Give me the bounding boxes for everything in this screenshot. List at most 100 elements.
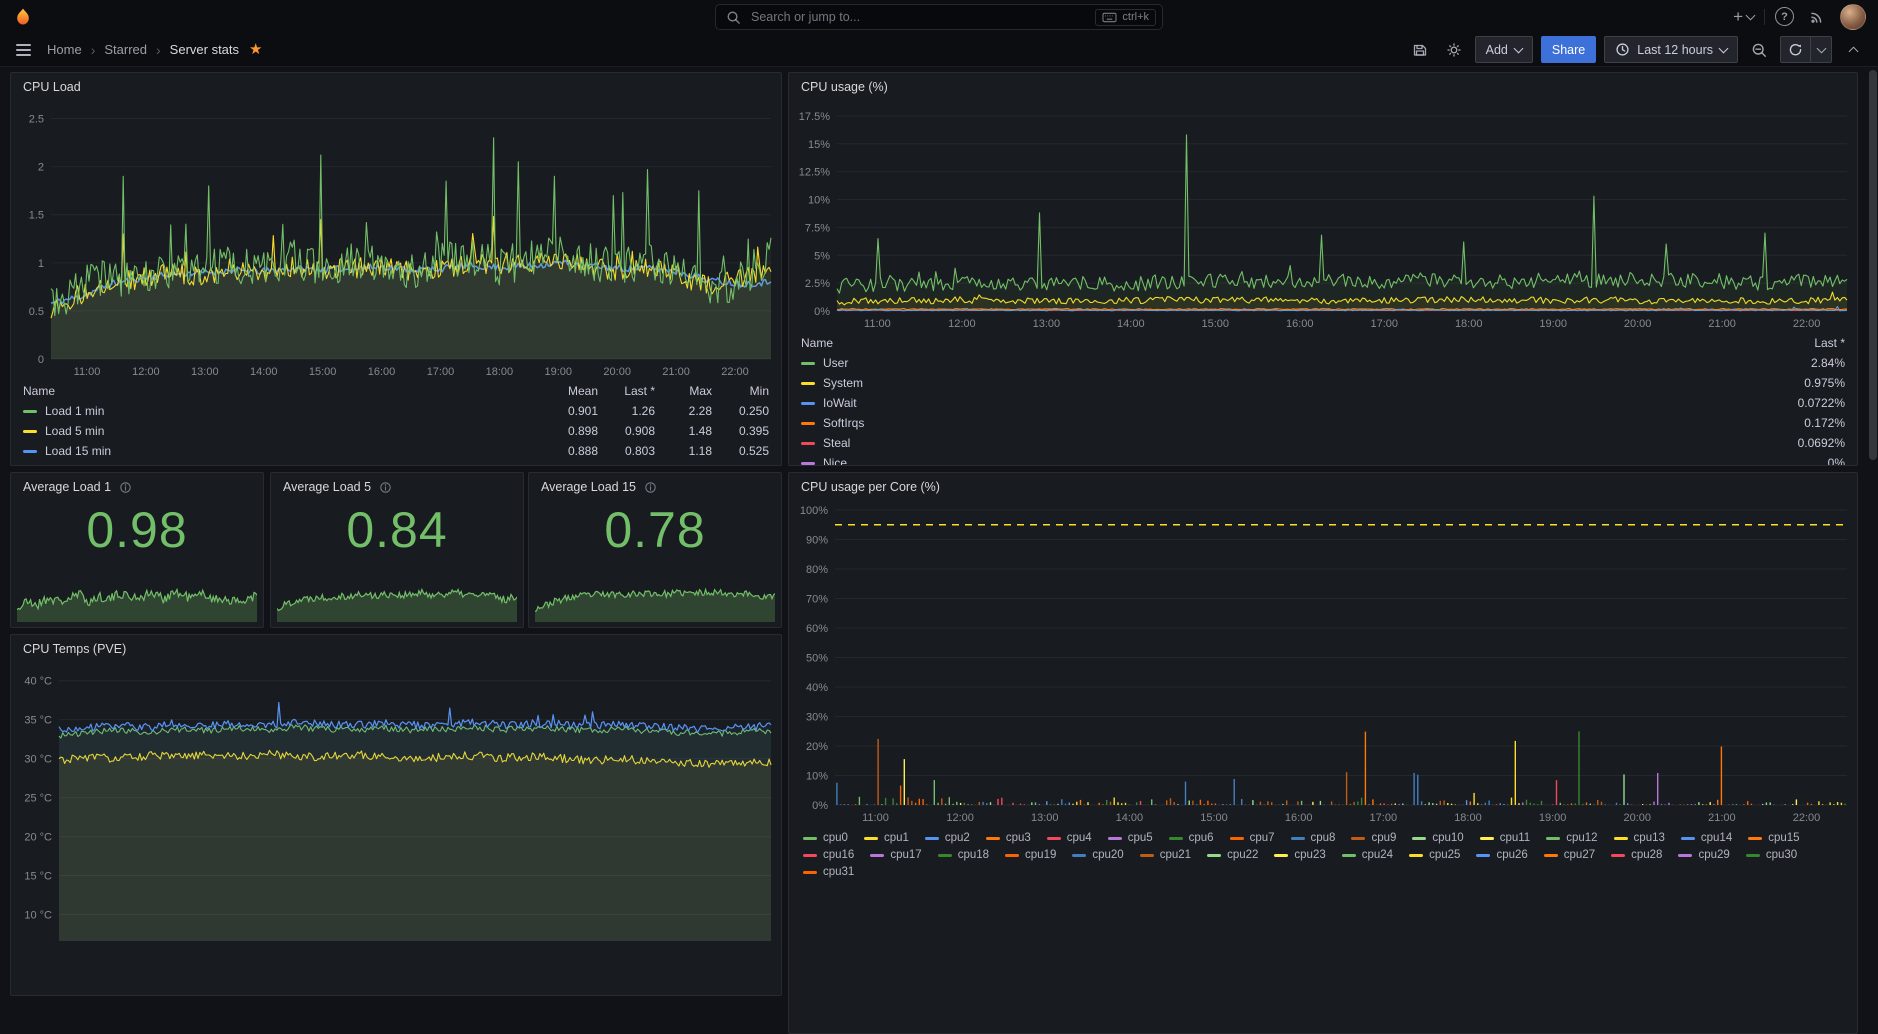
x-tick-label: 11:00 (862, 812, 889, 824)
legend-item[interactable]: cpu29 (1678, 849, 1730, 861)
scrollbar-thumb[interactable] (1869, 70, 1877, 460)
legend-item[interactable]: cpu7 (1229, 832, 1275, 844)
zoom-out-icon (1752, 43, 1767, 57)
legend-item[interactable]: cpu27 (1543, 849, 1595, 861)
legend-row[interactable]: Load 1 min 0.901 1.26 2.28 0.250 (23, 401, 769, 421)
legend-item[interactable]: cpu25 (1409, 849, 1460, 861)
panel-average-load-5: Average Load 5 0.84 (270, 472, 524, 628)
legend-item[interactable]: cpu17 (870, 849, 922, 861)
series-name: cpu24 (1361, 849, 1394, 861)
legend-item[interactable]: cpu19 (1005, 849, 1056, 861)
refresh-interval-dropdown[interactable] (1811, 36, 1832, 63)
keyboard-shortcut-chip: ctrl+k (1095, 8, 1156, 26)
legend-item[interactable]: cpu26 (1476, 849, 1528, 861)
search-field[interactable] (749, 9, 1088, 25)
legend-sort-column[interactable]: Mean (567, 384, 598, 398)
legend-item[interactable]: cpu20 (1072, 849, 1124, 861)
legend-row[interactable]: Load 5 min 0.898 0.908 1.48 0.395 (23, 421, 769, 441)
series-name: cpu5 (1127, 832, 1153, 844)
legend-item[interactable]: cpu9 (1351, 832, 1396, 844)
breadcrumb-starred[interactable]: Starred (104, 42, 147, 57)
legend-value: 1.48 (688, 424, 712, 438)
time-range-picker[interactable]: Last 12 hours (1604, 36, 1738, 63)
legend-item[interactable]: cpu16 (803, 849, 854, 861)
series-swatch (23, 409, 37, 413)
legend-item[interactable]: cpu4 (1046, 832, 1092, 844)
legend-item[interactable]: cpu2 (924, 832, 970, 844)
legend-sort-column[interactable]: Max (689, 384, 712, 398)
help-button[interactable]: ? (1775, 7, 1794, 26)
legend-item[interactable]: cpu11 (1479, 832, 1530, 844)
legend-item[interactable]: cpu5 (1107, 832, 1153, 844)
user-avatar[interactable] (1840, 3, 1866, 30)
legend-sort-name[interactable]: Name (23, 384, 56, 398)
legend-item[interactable]: cpu8 (1290, 832, 1335, 844)
favorite-star-icon[interactable]: ★ (249, 41, 263, 58)
series-swatch (1546, 836, 1561, 840)
legend-row[interactable]: System 0.975% (801, 373, 1845, 393)
legend-row[interactable]: IoWait 0.0722% (801, 393, 1845, 413)
panel-title[interactable]: CPU Load (23, 80, 81, 94)
series-name: cpu12 (1566, 832, 1598, 844)
legend-sort-name[interactable]: Name (801, 336, 834, 350)
legend-item[interactable]: cpu1 (863, 832, 909, 844)
info-icon[interactable] (379, 481, 392, 494)
share-button[interactable]: Share (1540, 36, 1597, 63)
y-tick-label: 7.5% (805, 222, 830, 234)
legend-item[interactable]: cpu21 (1139, 849, 1191, 861)
info-icon[interactable] (119, 481, 132, 494)
legend-item[interactable]: cpu31 (803, 866, 854, 878)
legend-row[interactable]: User 2.84% (801, 353, 1845, 373)
add-button[interactable]: Add (1474, 36, 1533, 63)
legend-row[interactable]: Load 15 min 0.888 0.803 1.18 0.525 (23, 441, 769, 461)
search-input[interactable]: ctrl+k (715, 4, 1163, 30)
legend-item[interactable]: cpu12 (1546, 832, 1598, 844)
legend-item[interactable]: cpu14 (1680, 832, 1732, 844)
legend-item[interactable]: cpu15 (1748, 832, 1800, 844)
legend-item[interactable]: cpu23 (1274, 849, 1326, 861)
legend-item[interactable]: cpu0 (803, 832, 848, 844)
series-name: cpu6 (1188, 832, 1214, 844)
legend-value: 0.395 (738, 424, 769, 438)
dashboard-toolbar: Home › Starred › Server stats ★ Add Shar… (0, 33, 1878, 67)
legend-item[interactable]: cpu22 (1207, 849, 1258, 861)
legend-sort-column[interactable]: Min (749, 384, 769, 398)
panel-header: Average Load 1 (11, 473, 263, 501)
legend-item[interactable]: cpu24 (1341, 849, 1394, 861)
save-dashboard-button[interactable] (1407, 38, 1433, 62)
cpu-load-chart: 0 0.5 1 1.5 2 2.5 11:00 12:00 13:00 14:00 15:00 16:… (11, 101, 781, 381)
legend-sort-column[interactable]: Last * (1814, 336, 1845, 350)
legend-item[interactable]: cpu28 (1611, 849, 1662, 861)
x-tick-label: 11:00 (74, 366, 101, 378)
legend-row[interactable]: SoftIrqs 0.172% (801, 413, 1845, 433)
breadcrumb-home[interactable]: Home (47, 42, 82, 57)
legend-item[interactable]: cpu30 (1745, 849, 1797, 861)
panel-title[interactable]: Average Load 15 (541, 480, 636, 494)
legend-item[interactable]: cpu3 (985, 832, 1031, 844)
legend-item[interactable]: cpu6 (1168, 832, 1214, 844)
menu-toggle-button[interactable] (12, 40, 35, 60)
legend-item[interactable]: cpu10 (1412, 832, 1464, 844)
panel-title[interactable]: CPU usage per Core (%) (801, 480, 940, 494)
series-name: System (823, 376, 864, 390)
series-fill (837, 306, 1847, 311)
legend-row[interactable]: Nice 0% (801, 453, 1845, 465)
legend-row[interactable]: Steal 0.0692% (801, 433, 1845, 453)
x-tick-label: 12:00 (948, 318, 976, 330)
dashboard-settings-button[interactable] (1441, 38, 1467, 62)
collapse-toolbar-button[interactable] (1840, 38, 1866, 62)
legend-item[interactable]: cpu13 (1613, 832, 1665, 844)
panel-title[interactable]: Average Load 5 (283, 480, 372, 494)
refresh-button[interactable] (1780, 36, 1811, 63)
grafana-logo[interactable] (12, 6, 34, 28)
legend-item[interactable]: cpu18 (937, 849, 989, 861)
panel-title[interactable]: Average Load 1 (23, 480, 112, 494)
info-icon[interactable] (644, 481, 657, 494)
legend-sort-column[interactable]: Last * (624, 384, 655, 398)
news-button[interactable] (1804, 5, 1830, 29)
x-tick-label: 17:00 (1370, 318, 1398, 330)
zoom-out-button[interactable] (1746, 38, 1772, 62)
panel-title[interactable]: CPU Temps (PVE) (23, 642, 127, 656)
new-button[interactable]: + (1733, 8, 1756, 25)
panel-title[interactable]: CPU usage (%) (801, 80, 888, 94)
